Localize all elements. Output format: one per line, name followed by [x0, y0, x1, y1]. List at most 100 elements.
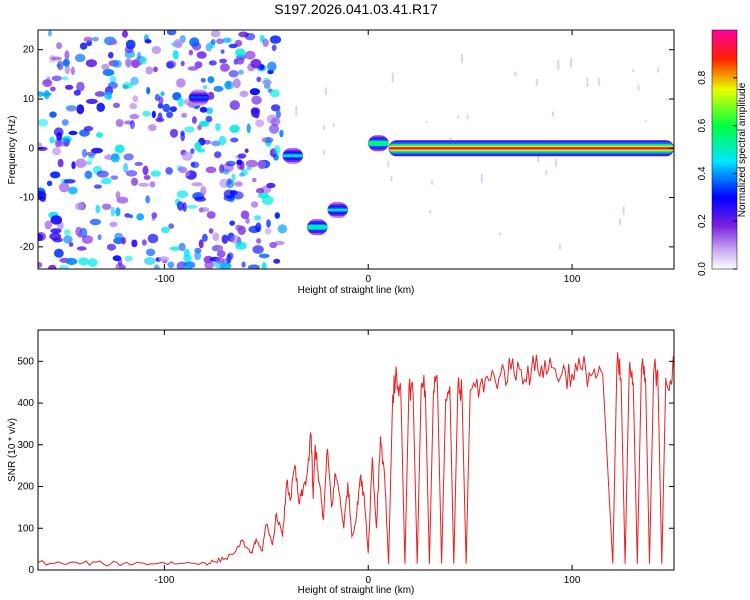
noise-blob: [239, 90, 249, 98]
noise-blob: [255, 222, 262, 233]
noise-blob: [92, 36, 99, 42]
noise-blob: [212, 244, 223, 252]
noise-blob: [39, 196, 46, 202]
noise-blob: [123, 153, 134, 161]
noise-blob: [109, 75, 117, 84]
y-tick-label: 400: [17, 398, 34, 409]
noise-blob: [203, 85, 208, 90]
colorbar: 0.0 0.2 0.4 0.6 0.8 Normalized spectral ampl…: [697, 29, 748, 276]
noise-blob: [210, 30, 221, 38]
speckle: [657, 67, 660, 73]
noise-blob: [121, 236, 126, 245]
speckle: [514, 71, 517, 76]
noise-blob: [95, 132, 104, 138]
speckle: [332, 123, 335, 127]
noise-blob: [125, 39, 136, 50]
noise-blob: [74, 53, 86, 63]
noise-blob: [85, 59, 97, 68]
noise-blob: [150, 170, 161, 177]
speckle: [619, 218, 621, 226]
noise-blob: [68, 242, 74, 247]
noise-blob: [229, 124, 240, 133]
noise-blob: [149, 181, 156, 188]
noise-blob: [113, 102, 120, 109]
noise-blob: [38, 91, 44, 97]
noise-blob: [74, 202, 85, 211]
noise-blob: [257, 192, 269, 199]
noise-blob: [196, 51, 207, 59]
noise-blob: [87, 258, 98, 268]
speckle: [322, 125, 325, 131]
noise-blob: [246, 166, 252, 171]
noise-blob: [225, 179, 235, 189]
noise-blob: [256, 76, 262, 83]
noise-blob: [70, 66, 75, 76]
noise-blob: [57, 158, 64, 168]
noise-blob: [239, 172, 245, 177]
noise-blob: [62, 76, 69, 81]
noise-blob: [162, 103, 171, 113]
noise-blob: [155, 117, 165, 123]
x-tick-label: -100: [154, 575, 174, 586]
noise-blob: [230, 137, 239, 143]
noise-blob: [116, 196, 129, 204]
noise-blob: [194, 196, 207, 202]
noise-blob: [213, 85, 224, 92]
noise-blob: [267, 61, 277, 72]
colorbar-label: Normalized spectral amplitude: [737, 82, 748, 217]
noise-blob: [180, 60, 185, 67]
noise-blob: [186, 204, 198, 209]
speckle: [545, 169, 548, 176]
noise-blob: [271, 44, 277, 52]
noise-blob: [151, 110, 156, 119]
noise-blob: [73, 89, 81, 96]
noise-blob: [181, 112, 188, 118]
noise-blob: [264, 228, 272, 235]
noise-blob: [273, 258, 281, 264]
noise-blob: [250, 58, 262, 69]
noise-blob: [38, 146, 48, 151]
noise-blob: [222, 168, 230, 175]
noise-blob: [76, 104, 85, 115]
noise-blob: [166, 61, 174, 69]
noise-blob: [266, 182, 276, 189]
noise-blob: [215, 123, 221, 131]
noise-blob: [129, 119, 135, 130]
noise-blob: [244, 32, 256, 41]
noise-blob: [38, 118, 49, 127]
noise-blob: [64, 64, 71, 75]
noise-blob: [167, 261, 175, 269]
noise-blob: [151, 46, 162, 54]
noise-blob: [183, 265, 190, 269]
noise-blob: [83, 36, 93, 42]
noise-blob: [50, 215, 63, 225]
noise-blob: [142, 110, 151, 117]
signal-track: [327, 201, 348, 218]
noise-blob: [61, 119, 69, 126]
noise-blob: [223, 189, 235, 199]
noise-blob: [78, 257, 90, 266]
noise-blob: [269, 123, 280, 134]
noise-blob: [208, 228, 214, 234]
noise-blob: [113, 237, 124, 245]
noise-blob: [211, 140, 221, 147]
snr-line: [38, 352, 674, 567]
noise-blob: [216, 38, 224, 45]
noise-blob: [139, 56, 148, 65]
noise-blob: [143, 175, 151, 180]
noise-blob: [154, 93, 161, 102]
x-tick-label: 100: [564, 575, 581, 586]
noise-blob: [200, 78, 206, 83]
speckle: [461, 54, 463, 64]
noise-blob: [124, 213, 131, 218]
noise-blob: [251, 201, 259, 208]
noise-blob: [214, 151, 222, 159]
noise-blob: [52, 147, 61, 156]
noise-blob: [144, 39, 152, 44]
noise-blob: [122, 30, 128, 38]
noise-blob: [144, 257, 156, 265]
x-tick-label: -100: [154, 274, 174, 285]
noise-blob: [104, 92, 112, 100]
noise-blob: [50, 228, 62, 234]
noise-blob: [169, 106, 177, 112]
